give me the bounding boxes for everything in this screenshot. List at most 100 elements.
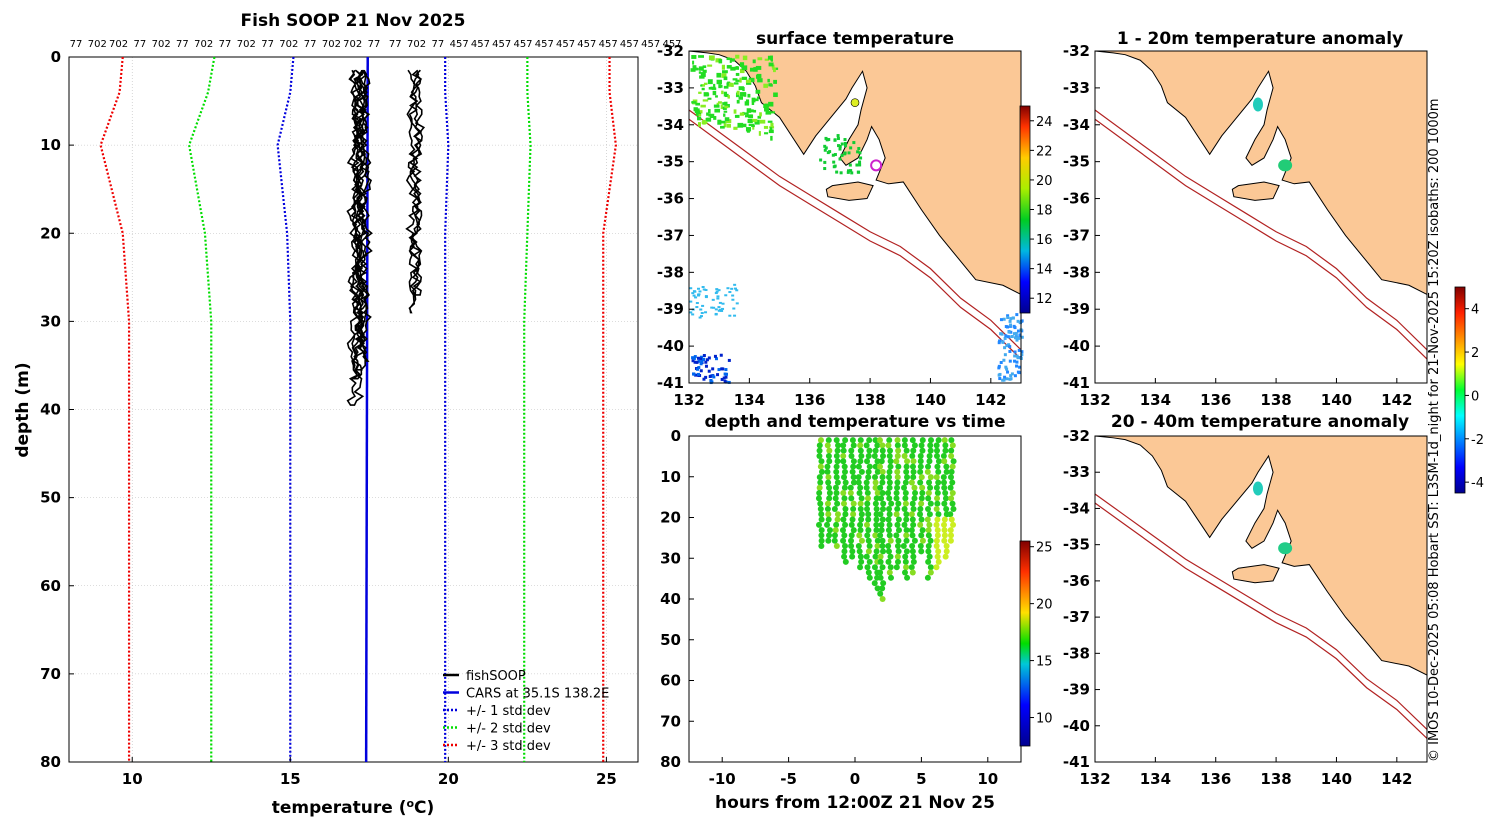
depth-time-point — [895, 548, 902, 555]
profile-top-label: 702 — [109, 39, 128, 50]
depth-time-point — [863, 479, 870, 486]
depth-time-point — [834, 479, 841, 486]
anomaly-20-40-ticks: 132 134 136 138 140 142 -32 -33 -34 -35 -36 -37 -38 -… — [1063, 427, 1413, 788]
depth-time-point — [855, 479, 862, 486]
depth-time-point — [885, 527, 892, 534]
sst-pixel — [697, 122, 701, 127]
sst-pixel — [694, 110, 700, 114]
sst-pixel — [856, 170, 860, 174]
map-ytick-label: -41 — [1063, 753, 1090, 771]
sst-pixel — [1012, 332, 1016, 336]
depth-time-point — [934, 495, 941, 502]
depth-time-point — [893, 458, 900, 465]
fishsoop-cast — [350, 69, 369, 380]
sst-pixel — [691, 356, 695, 360]
fishsoop-casts — [346, 69, 426, 406]
map-xtick-label: 142 — [1381, 770, 1412, 788]
depth-time-point — [865, 511, 872, 518]
sst-pixel — [1003, 375, 1007, 379]
sst-pixel — [832, 160, 836, 164]
depth-time-point — [878, 527, 885, 534]
depth-time-point — [857, 442, 864, 449]
depth-time-point — [850, 511, 857, 518]
sst-pixel — [764, 132, 769, 135]
depth-time-point — [841, 463, 848, 470]
depth-time-point — [947, 537, 954, 544]
depth-time-point — [831, 537, 838, 544]
depth-time-point — [887, 574, 894, 581]
sst-pixel — [698, 114, 702, 117]
depth-time-point — [866, 447, 873, 454]
sst-pixel — [1008, 319, 1012, 323]
depth-time-point — [885, 516, 892, 523]
sst-pixel — [1004, 365, 1008, 369]
map-ytick-label: -41 — [1063, 374, 1090, 392]
depth-time-point — [885, 442, 892, 449]
sst-pixel — [721, 367, 725, 371]
profile-top-label: 702 — [322, 39, 341, 50]
sst-pixel — [1007, 330, 1011, 334]
sst-pixel — [704, 295, 708, 298]
depth-time-point — [895, 537, 902, 544]
depth-time-point — [880, 500, 887, 507]
depth-time-point — [887, 537, 894, 544]
depth-time-point — [874, 543, 881, 550]
profile-ytick-label: 30 — [40, 312, 61, 330]
depth-time-point — [877, 532, 884, 539]
sst-pixel — [699, 355, 703, 359]
depth-time-point — [941, 500, 948, 507]
depth-time-xtick-label: -10 — [709, 770, 736, 788]
sst-pixel — [1002, 358, 1006, 362]
sst-pixel — [721, 307, 725, 310]
legend-label: CARS at 35.1S 138.2E — [466, 687, 609, 702]
depth-time-point — [849, 437, 856, 444]
depth-time-point — [943, 463, 950, 470]
depth-time-point — [927, 484, 934, 491]
sst-pixel — [699, 315, 703, 318]
sst-pixel — [731, 294, 735, 297]
depth-time-point — [926, 553, 933, 560]
sst-pixel — [704, 289, 708, 292]
sst-pixel — [743, 92, 747, 97]
depth-time-point — [949, 490, 956, 497]
sst-pixel — [765, 110, 772, 115]
sst-pixel — [1018, 320, 1022, 324]
depth-time-point — [935, 511, 942, 518]
depth-time-point — [893, 511, 900, 518]
depth-time-point — [818, 543, 825, 550]
depth-time-point — [872, 447, 879, 454]
anomaly-colorbar — [1454, 286, 1466, 494]
depth-time-point — [947, 527, 954, 534]
sst-pixel — [691, 54, 697, 59]
depth-time-point — [903, 468, 910, 475]
profile-top-label: 702 — [279, 39, 298, 50]
sst-pixel — [752, 118, 758, 123]
depth-time-point — [864, 505, 871, 512]
profile-top-label: 77 — [389, 39, 402, 50]
depth-time-point — [874, 490, 881, 497]
profile-std-lines — [99, 56, 617, 762]
depth-time-point — [948, 532, 955, 539]
depth-time-point — [833, 474, 840, 481]
depth-time-point — [925, 532, 932, 539]
sst-pixel — [764, 107, 770, 112]
sst-pixel — [770, 111, 775, 114]
surface-cbar-label: 24 — [1036, 115, 1053, 130]
sst-pixel — [741, 123, 747, 128]
depth-time-ytick-label: 80 — [660, 753, 681, 771]
profile-xtick-label: 25 — [596, 770, 617, 788]
depth-time-point — [927, 537, 934, 544]
sst-pixel — [763, 83, 769, 88]
anomaly-colorbar-ticks: 4 2 0 -2 -4 — [1465, 303, 1484, 491]
std-line-std3-left — [99, 56, 131, 762]
sst-pixel — [746, 130, 750, 133]
depth-time-point — [873, 548, 880, 555]
depth-time-point — [895, 463, 902, 470]
depth-time-point — [816, 490, 823, 497]
depth-time-point — [840, 516, 847, 523]
depth-time-point — [911, 537, 918, 544]
depth-time-xtick-label: 5 — [916, 770, 926, 788]
sst-pixel — [715, 58, 722, 63]
depth-time-point — [918, 532, 925, 539]
